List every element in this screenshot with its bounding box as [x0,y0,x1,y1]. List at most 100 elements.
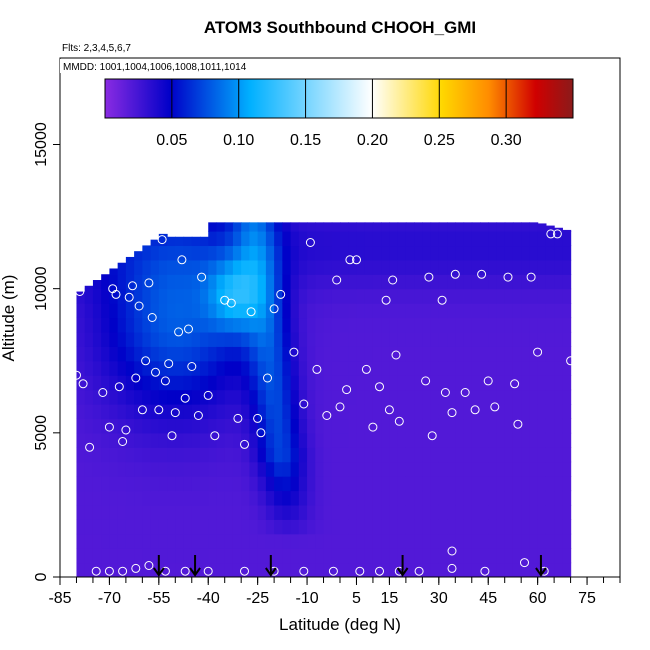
heatmap-cell [109,346,119,362]
heatmap-cell [274,461,283,477]
heatmap-cell [447,259,456,275]
heatmap-cell [463,331,473,347]
heatmap-cell [562,519,572,535]
heatmap-cell [232,548,242,564]
heatmap-cell [545,432,555,448]
heatmap-cell [92,519,102,535]
heatmap-cell [216,490,226,506]
heatmap-cell [348,562,358,577]
heatmap-cell [175,303,185,319]
heatmap-cell [521,222,531,232]
heatmap-cell [158,375,168,391]
heatmap-cell [389,461,399,477]
heatmap-cell [290,389,300,405]
heatmap-cell [224,476,234,492]
heatmap-cell [331,404,341,420]
heatmap-cell [274,389,283,405]
heatmap-cell [175,274,185,290]
heatmap-cell [480,317,489,333]
observation-point [137,405,147,415]
heatmap-cell [307,317,316,333]
heatmap-cell [315,274,325,290]
heatmap-cell [232,222,242,232]
heatmap-cell [414,360,423,376]
heatmap-cell [422,519,432,535]
heatmap-cell [274,288,283,304]
heatmap-cell [109,303,119,319]
heatmap-cell [471,476,481,492]
heatmap-cell [562,490,572,506]
heatmap-cell [241,317,251,333]
heatmap-cell [249,490,259,506]
heatmap-cell [216,432,226,448]
heatmap-cell [389,389,399,405]
colorbar-tick-label: 0.25 [424,132,455,149]
heatmap-cell [488,303,498,319]
heatmap-cell [521,519,531,535]
heatmap-cell [265,404,275,420]
heatmap-cell [463,504,473,520]
heatmap-cell [430,346,440,362]
heatmap-cell [554,533,563,549]
heatmap-cell [372,259,382,275]
heatmap-cell [529,317,539,333]
heatmap-cell [134,476,143,492]
heatmap-cell [545,346,555,362]
heatmap-cell [471,404,481,420]
heatmap-cell [200,245,209,261]
heatmap-cell [488,404,498,420]
heatmap-cell [471,245,481,261]
heatmap-cell [389,562,399,577]
heatmap-cell [101,461,111,477]
heatmap-cell [554,245,563,261]
heatmap-cell [76,432,86,448]
heatmap-cell [142,404,152,420]
heatmap-cell [438,504,448,520]
heatmap-cell [455,461,465,477]
heatmap-cell [298,222,308,232]
heatmap-cell [208,519,218,535]
heatmap-cell [183,519,193,535]
heatmap-cell [447,490,456,506]
heatmap-cell [471,461,481,477]
heatmap-cell [191,259,201,275]
heatmap-cell [84,404,94,420]
heatmap-cell [142,245,152,261]
heatmap-cell [422,360,432,376]
heatmap-cell [512,317,522,333]
heatmap-cell [232,519,242,535]
x-tick-label: 30 [430,590,448,607]
heatmap-cell [545,548,555,564]
heatmap-cell [241,245,251,261]
heatmap-cell [134,259,143,275]
heatmap-cell [422,562,432,577]
colorbar-tick-label: 0.10 [223,132,254,149]
heatmap-cell [471,346,481,362]
observation-point [460,388,470,397]
observation-point [332,275,342,285]
heatmap-cell [84,288,94,304]
heatmap-cell [381,519,391,535]
heatmap-cell [480,259,489,275]
observation-point [246,307,256,317]
heatmap-cell [430,432,440,448]
heatmap-cell [331,360,341,376]
heatmap-cell [307,519,316,535]
observation-point [75,287,85,296]
heatmap-cell [249,533,259,549]
heatmap-cell [389,447,399,463]
heatmap-cell [175,562,185,577]
heatmap-cell [117,303,127,319]
heatmap-cell [545,288,555,304]
heatmap-cell [356,548,366,564]
heatmap-cell [389,432,399,448]
heatmap-cell [232,476,242,492]
heatmap-cell [496,432,506,448]
heatmap-cell [331,504,341,520]
heatmap-cell [265,461,275,477]
heatmap-cell [315,288,325,304]
heatmap-cell [512,222,522,232]
heatmap-cell [125,476,135,492]
heatmap-cell [348,490,358,506]
heatmap-cell [529,447,539,463]
